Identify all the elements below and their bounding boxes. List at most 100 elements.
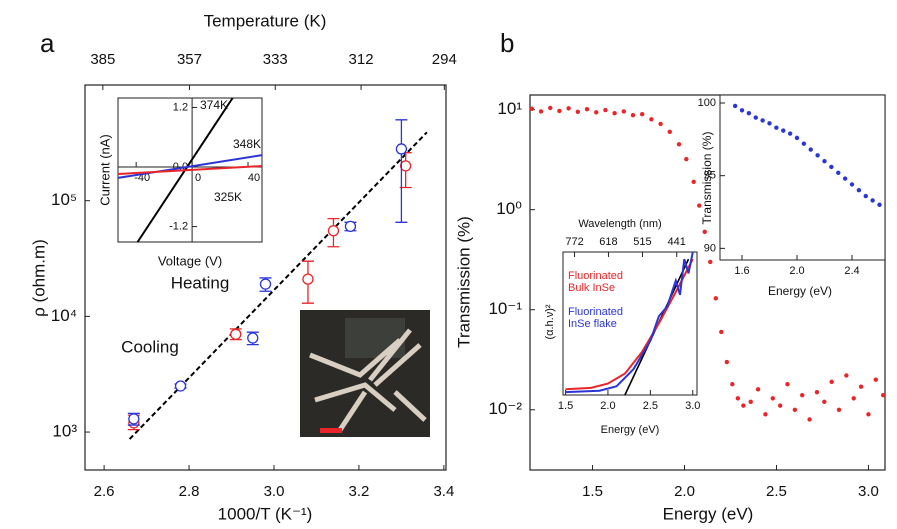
data-point (658, 121, 663, 127)
data-point (719, 329, 724, 335)
y-tick-label: 10³ (52, 422, 77, 441)
data-point (548, 105, 553, 111)
y-axis-title: Transmission (%) (454, 216, 473, 348)
data-point (732, 103, 738, 109)
y-tick-label: -1.2 (169, 221, 188, 233)
fit-line (128, 131, 428, 440)
x2-axis-title: Wavelength (nm) (578, 218, 661, 230)
series-label: 325K (214, 190, 242, 204)
x-tick-label: 2.0 (674, 483, 695, 500)
panel-label: b (500, 28, 514, 58)
data-point (770, 396, 775, 401)
x-tick-label: 3.4 (433, 483, 454, 500)
y-tick-label: 100 (698, 97, 716, 109)
data-point (697, 203, 702, 208)
y-tick-label: 10⁻¹ (488, 299, 522, 318)
data-point (808, 147, 813, 152)
data-point (785, 382, 790, 387)
data-point (735, 396, 741, 401)
data-point (822, 158, 827, 164)
series-label: 348K (233, 137, 261, 151)
data-point (836, 170, 841, 175)
data-point (760, 118, 765, 123)
data-point (866, 412, 871, 417)
x-tick-label: 1.5 (558, 400, 573, 412)
x-tick-label: 2.8 (179, 483, 200, 500)
data-point (667, 129, 672, 135)
data-point (822, 399, 827, 405)
data-point (748, 399, 753, 405)
data-point (730, 382, 735, 387)
data-point (877, 202, 882, 207)
data-point (844, 373, 849, 378)
y-tick-label: 10¹ (497, 99, 522, 118)
data-point (621, 109, 627, 114)
data-point (781, 128, 786, 133)
data-point (767, 121, 772, 126)
y-axis-title: Transmission (%) (700, 132, 714, 225)
data-point (538, 109, 544, 114)
data-point (724, 359, 730, 365)
data-point (858, 384, 864, 389)
x-tick-label: 1.5 (582, 483, 603, 500)
data-point (174, 380, 187, 392)
error-bar (395, 119, 408, 223)
x2-axis-title: Temperature (K) (204, 11, 327, 30)
data-point (640, 111, 645, 117)
data-point (676, 142, 682, 147)
y-axis-title: (α.h.ν)² (544, 304, 556, 339)
x-tick-label: 2.5 (643, 400, 658, 412)
x-axis-title: Voltage (V) (158, 253, 222, 268)
data-point (230, 328, 242, 340)
x-tick-label: 2.4 (844, 265, 859, 277)
series-line (117, 154, 263, 179)
data-point (395, 143, 408, 155)
y-tick-label: 10⁴ (51, 306, 77, 325)
y-axis-title: ρ (ohm.m) (29, 239, 48, 317)
data-point (259, 278, 272, 290)
series-label: Heating (171, 273, 230, 292)
y-tick-label: 10⁵ (51, 190, 77, 209)
data-point (829, 164, 834, 170)
data-point (807, 417, 812, 422)
x-axis-title: Energy (eV) (663, 504, 754, 523)
y-tick-label: 95 (704, 170, 716, 182)
data-point (774, 125, 779, 130)
data-point (815, 153, 820, 158)
y-tick-label: 10⁻² (488, 399, 522, 418)
plot-frame (562, 251, 698, 396)
data-point (630, 112, 636, 118)
x-axis-title: 1000/T (K⁻¹) (218, 504, 313, 523)
data-point (684, 156, 689, 162)
data-point (529, 106, 535, 111)
data-point (836, 407, 842, 412)
x2-tick-label: 772 (565, 236, 583, 248)
x2-tick-label: 357 (177, 51, 202, 68)
x2-tick-label: 333 (263, 51, 288, 68)
data-point (829, 379, 834, 385)
data-point (800, 392, 805, 398)
x-axis-title: Energy (eV) (768, 284, 832, 298)
x-tick-label: 1.6 (734, 265, 749, 277)
data-point (755, 387, 761, 392)
data-point (557, 108, 562, 114)
data-point (814, 389, 820, 395)
data-point (870, 198, 875, 203)
sample-photo (300, 310, 430, 437)
series-label-box: Fluorinated InSe flake (568, 306, 624, 330)
data-point (649, 117, 654, 122)
scale-bar (320, 428, 342, 433)
data-point (691, 179, 696, 184)
data-point (566, 106, 571, 111)
data-point (344, 220, 357, 233)
data-point (849, 182, 855, 187)
y-tick-label: 1.2 (173, 101, 188, 113)
photo-contacts (309, 328, 427, 432)
plot-frame (719, 94, 886, 261)
data-point (612, 111, 617, 116)
series-label: Fluorinated InSe flake (568, 306, 624, 330)
data-point (880, 392, 886, 398)
x-tick-label: 2.6 (94, 483, 115, 500)
